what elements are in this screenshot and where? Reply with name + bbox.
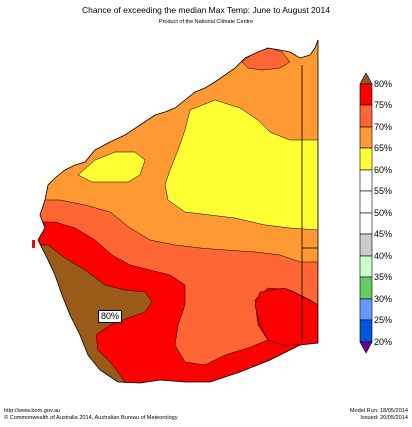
legend-swatch-65-70 <box>359 126 373 149</box>
legend-swatch-20-25 <box>359 319 373 343</box>
footer-left: http://www.bom.gov.au © Commonwealth of … <box>4 408 178 422</box>
legend-label-25: 25% <box>374 315 393 325</box>
legend-swatch-55-60 <box>359 169 373 192</box>
map-value-label: 80% <box>98 310 123 323</box>
map-title: Chance of exceeding the median Max Temp:… <box>82 5 330 15</box>
legend-label-80: 80% <box>374 79 393 89</box>
copyright-text: © Commonwealth of Australia 2014, Austra… <box>4 415 178 421</box>
legend-label-50: 50% <box>374 208 393 218</box>
legend-swatch-50-55 <box>359 190 373 214</box>
legend-label-20: 20% <box>374 337 393 347</box>
website-link[interactable]: http://www.bom.gov.au <box>4 408 61 414</box>
legend-swatch-40-45 <box>359 233 373 257</box>
legend-swatch-60-65 <box>359 147 373 171</box>
legend-label-65: 65% <box>374 143 393 153</box>
legend-label-55: 55% <box>374 186 393 196</box>
legend-label-70: 70% <box>374 122 393 132</box>
coastline <box>37 39 319 384</box>
legend-swatch-45-50 <box>359 212 373 235</box>
zone-60-65-west <box>77 151 146 183</box>
legend-swatch-30-35 <box>359 276 373 300</box>
footer-right: Model Run: 18/05/2014 Issued: 20/05/2014 <box>350 408 408 422</box>
zone-60-65 <box>164 99 318 231</box>
zone-above-80 <box>38 244 153 383</box>
legend-label-30: 30% <box>374 294 393 304</box>
legend-swatch-above80 <box>359 72 373 85</box>
legend-colorbar <box>359 72 373 354</box>
map-subtitle: Product of the National Climate Centre <box>158 19 254 25</box>
legend-swatch-35-40 <box>359 255 373 278</box>
legend-label-40: 40% <box>374 251 393 261</box>
legend-label-45: 45% <box>374 229 393 239</box>
legend-label-60: 60% <box>374 165 393 175</box>
issued-text: Issued: 20/05/2014 <box>360 415 408 421</box>
legend-swatch-70-75 <box>359 104 373 128</box>
legend-swatch-25-30 <box>359 298 373 321</box>
island <box>32 240 35 248</box>
legend-label-35: 35% <box>374 272 393 282</box>
legend-swatch-75-80 <box>359 83 373 106</box>
model-run-text: Model Run: 18/05/2014 <box>349 408 408 414</box>
legend-label-75: 75% <box>374 100 393 110</box>
island <box>72 160 76 164</box>
legend-swatch-below20 <box>359 341 373 354</box>
